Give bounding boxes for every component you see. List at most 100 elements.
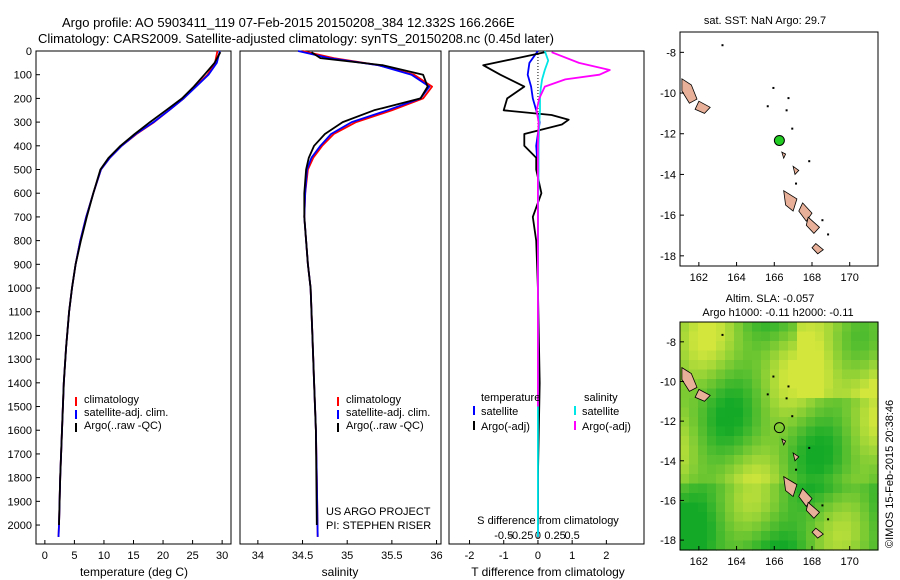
sla-cell <box>770 322 780 333</box>
sla-cell <box>716 455 726 466</box>
island <box>805 216 821 234</box>
salinity-series <box>297 50 434 537</box>
sla-cell <box>716 398 726 409</box>
sla-cell <box>698 455 708 466</box>
sla-cell <box>779 521 789 532</box>
sla-cell <box>698 531 708 542</box>
sla-cell <box>860 493 870 504</box>
sla-cell <box>689 436 699 447</box>
legend-label-argo: Argo(..raw -QC) <box>84 420 162 432</box>
islet <box>766 105 769 108</box>
map-y-tick-label: -8 <box>666 47 676 59</box>
sla-cell <box>824 512 834 523</box>
sla-cell <box>851 360 861 371</box>
sla-cell <box>716 493 726 504</box>
sst-map-title: sat. SST: NaN Argo: 29.7 <box>704 15 826 27</box>
sla-cell <box>689 369 699 380</box>
x-tick-label: 34 <box>252 550 264 562</box>
sla-cell <box>815 379 825 390</box>
depth-tick-label: 2000 <box>8 520 32 532</box>
sla-cell <box>752 350 762 361</box>
sla-map-frame <box>679 321 879 551</box>
sla-cell <box>797 379 807 390</box>
sla-cell <box>716 464 726 475</box>
map-y-tick-label: -16 <box>660 210 676 222</box>
x-tick-label: 15 <box>127 550 139 562</box>
sla-cell <box>698 512 708 523</box>
sla-cell <box>725 474 735 485</box>
sla-cell <box>833 483 843 494</box>
difference-series <box>482 50 611 537</box>
sla-cell <box>788 426 798 437</box>
sla-cell <box>716 426 726 437</box>
island <box>798 202 813 222</box>
sla-cell <box>833 445 843 456</box>
islet <box>785 109 788 112</box>
sla-cell <box>707 493 717 504</box>
sla-cell <box>734 322 744 333</box>
sla-cell <box>743 426 753 437</box>
sla-cell <box>824 341 834 352</box>
sla-cell <box>689 426 699 437</box>
sla-cell <box>680 417 690 428</box>
sla-cell <box>851 474 861 485</box>
sla-cell <box>698 331 708 342</box>
sla-cell <box>806 531 816 542</box>
map-y-tick-label: -12 <box>660 416 676 428</box>
sla-cell <box>698 502 708 513</box>
sla-cell <box>743 407 753 418</box>
sla-cell <box>788 341 798 352</box>
sla-cell <box>806 521 816 532</box>
sla-cell <box>824 531 834 542</box>
sla-cell <box>851 379 861 390</box>
sla-cell <box>815 502 825 513</box>
temperature-x-label: temperature (deg C) <box>80 565 188 579</box>
sla-cell <box>716 540 726 551</box>
sla-cell <box>716 474 726 485</box>
sla-cell <box>788 417 798 428</box>
x-tick-label: 34.5 <box>292 550 313 562</box>
sla-cell <box>761 493 771 504</box>
sla-cell <box>788 512 798 523</box>
sla-cell <box>815 474 825 485</box>
sla-cell <box>860 426 870 437</box>
sla-cell <box>806 379 816 390</box>
sla-cell <box>761 483 771 494</box>
sla-cell <box>788 379 798 390</box>
sla-cell <box>743 483 753 494</box>
sla-cell <box>743 531 753 542</box>
sla-cell <box>788 436 798 447</box>
sla-cell <box>824 388 834 399</box>
island <box>681 366 698 392</box>
depth-tick-label: 1500 <box>8 402 32 414</box>
sla-cell <box>815 350 825 361</box>
sla-cell <box>806 474 816 485</box>
depth-tick-label: 1700 <box>8 449 32 461</box>
sla-cell <box>716 331 726 342</box>
sla-cell <box>824 445 834 456</box>
sla-cell <box>725 379 735 390</box>
depth-axis: 0 100 200 300 400 500 600 700 800 900 1000 1100 1200… <box>8 46 40 532</box>
sla-cell <box>770 436 780 447</box>
sla-cell <box>833 388 843 399</box>
timestamp: ©IMOS 15-Feb-2015 20:38:46 <box>884 400 896 548</box>
sla-cell <box>680 540 690 551</box>
sla-cell <box>716 369 726 380</box>
sla-cell <box>851 417 861 428</box>
sla-cell <box>851 464 861 475</box>
sla-cell <box>851 436 861 447</box>
islet <box>787 97 790 100</box>
sla-cell <box>680 350 690 361</box>
sla-cell <box>761 445 771 456</box>
sla-cell <box>788 455 798 466</box>
sla-cell <box>716 407 726 418</box>
island <box>694 100 711 114</box>
sla-cell <box>815 407 825 418</box>
sla-cell <box>842 341 852 352</box>
sst-map-panel: sat. SST: NaN Argo: 29.7 162 164 166 168 170… <box>660 15 879 284</box>
sla-cell <box>869 474 879 485</box>
sla-cell <box>743 341 753 352</box>
sla-cell <box>707 331 717 342</box>
sla-cell <box>851 483 861 494</box>
sla-cell <box>761 350 771 361</box>
